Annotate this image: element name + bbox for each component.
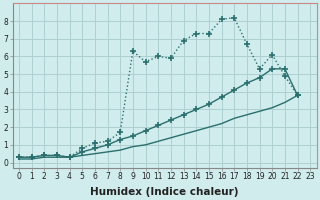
X-axis label: Humidex (Indice chaleur): Humidex (Indice chaleur) <box>90 187 239 197</box>
